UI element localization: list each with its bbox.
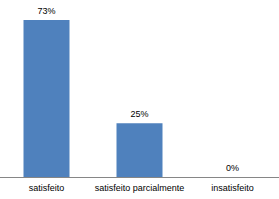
svg-text:satisfeito: satisfeito bbox=[29, 183, 65, 193]
svg-text:insatisfeito: insatisfeito bbox=[211, 183, 254, 193]
svg-text:0%: 0% bbox=[226, 163, 239, 173]
svg-text:satisfeito parcialmente: satisfeito parcialmente bbox=[95, 183, 185, 193]
svg-text:73%: 73% bbox=[37, 6, 55, 16]
svg-text:25%: 25% bbox=[130, 109, 148, 119]
